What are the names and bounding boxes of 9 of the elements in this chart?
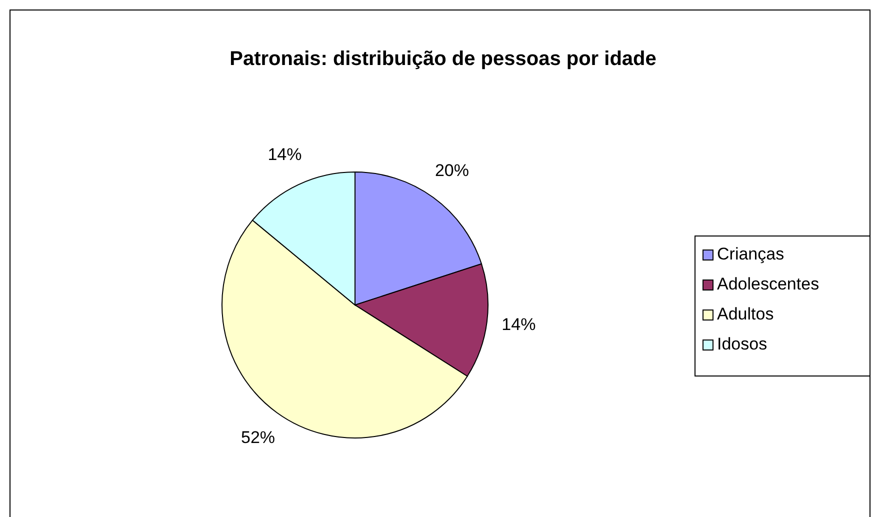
legend-label: Crianças <box>717 244 784 264</box>
data-label: 52% <box>241 428 276 447</box>
data-label: 14% <box>268 145 302 164</box>
data-label: 20% <box>434 160 469 180</box>
legend-label: Adultos <box>717 304 774 324</box>
legend-label: Idosos <box>717 334 768 354</box>
chart-title: Patronais: distribuição de pessoas por idade <box>230 48 656 70</box>
data-label: 14% <box>502 315 536 334</box>
legend-label: Adolescentes <box>717 274 820 294</box>
